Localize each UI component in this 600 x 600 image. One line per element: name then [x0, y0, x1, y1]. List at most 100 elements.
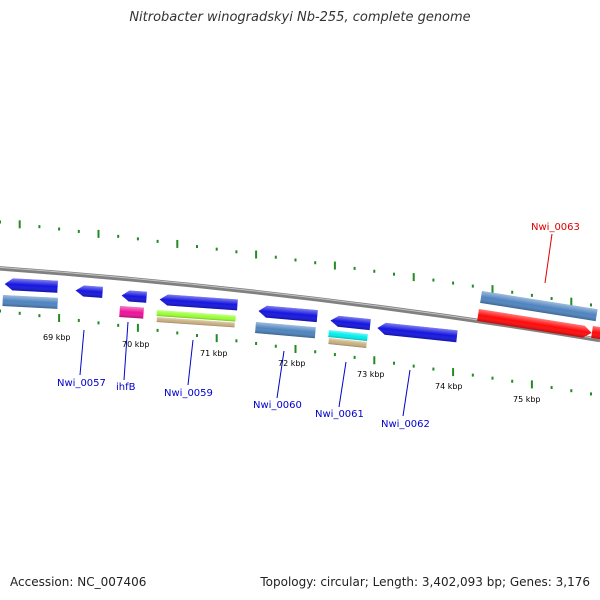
minor-tick	[58, 227, 61, 231]
scale-label: 69 kbp	[43, 333, 71, 342]
gene-labels: Nwi_0057 ihfB Nwi_0059 Nwi_0060 Nwi_0061…	[57, 222, 580, 430]
minor-tick	[235, 250, 238, 254]
major-tick	[530, 380, 533, 389]
feature-nwi-0060-shading	[258, 305, 318, 323]
map-title: Nitrobacter winogradskyi Nb-255, complet…	[129, 10, 471, 25]
feature-nwi-0061-product2[interactable]	[328, 338, 367, 348]
feature-nwi-0062-shading	[377, 322, 458, 343]
feature-nwi-0059-product2[interactable]	[156, 317, 235, 328]
minor-tick	[432, 367, 435, 371]
feature-nwi-0064[interactable]	[591, 326, 600, 340]
gene-label-nwi-0057[interactable]: Nwi_0057	[57, 378, 106, 389]
feature-nwi-0060-product-shading	[255, 322, 316, 339]
leader-line-nwi-0059	[187, 339, 194, 386]
feature-nwi-0061-product-shading	[328, 330, 368, 342]
minor-tick	[117, 323, 120, 327]
minor-tick	[136, 237, 139, 241]
scale-label: 75 kbp	[513, 395, 541, 404]
feature-nwi-0063-product[interactable]	[480, 291, 598, 322]
minor-tick	[314, 261, 317, 265]
feature-ihfb[interactable]	[121, 290, 147, 303]
minor-tick	[156, 328, 159, 332]
leader-line-nwi-0062	[402, 369, 411, 417]
feature-nwi-0061-product2-shading	[328, 338, 367, 348]
scale-label: 74 kbp	[435, 382, 463, 391]
minor-tick	[117, 234, 120, 238]
minor-tick	[215, 247, 218, 251]
major-tick	[97, 229, 100, 238]
scale-label: 72 kbp	[278, 359, 306, 368]
minor-tick	[471, 284, 474, 288]
feature-nwi-0060-product[interactable]	[255, 322, 316, 339]
minor-tick	[0, 220, 1, 224]
feature-ihfb-product[interactable]	[119, 306, 144, 319]
minor-tick	[393, 272, 395, 276]
leader-line-nwi-0063	[544, 233, 553, 284]
gene-label-nwi-0062[interactable]: Nwi_0062	[381, 419, 430, 430]
leader-line-nwi-0060	[276, 350, 285, 399]
minor-tick	[530, 293, 533, 297]
major-tick	[373, 356, 376, 365]
minor-tick	[353, 355, 356, 359]
feature-nwi-0059-product[interactable]	[156, 310, 236, 322]
feature-nwi-0056-shading	[4, 278, 58, 293]
minor-tick	[294, 258, 297, 262]
minor-tick	[412, 364, 415, 368]
minor-tick	[274, 255, 277, 259]
feature-track	[2, 278, 600, 348]
feature-nwi-0060[interactable]	[258, 305, 318, 323]
scale-label: 73 kbp	[357, 370, 385, 379]
length-text: Length: 3,402,093 bp	[372, 575, 502, 589]
feature-nwi-0056[interactable]	[4, 278, 58, 293]
feature-nwi-0056-product[interactable]	[2, 295, 58, 309]
minor-tick	[274, 344, 277, 348]
feature-nwi-0059-shading	[159, 294, 238, 311]
minor-tick	[373, 269, 376, 273]
accession-text: Accession: NC_007406	[10, 575, 147, 589]
minor-tick	[77, 229, 80, 233]
feature-nwi-0056-product-shading	[2, 295, 58, 309]
minor-tick	[393, 361, 395, 365]
minor-tick	[38, 314, 41, 318]
minor-tick	[550, 297, 553, 301]
minor-tick	[18, 311, 21, 315]
gene-label-nwi-0063[interactable]: Nwi_0063	[531, 222, 580, 233]
minor-tick	[511, 290, 514, 294]
feature-ihfb-shading	[121, 290, 147, 303]
feature-nwi-0057[interactable]	[75, 285, 103, 298]
scale-label: 71 kbp	[200, 349, 228, 358]
minor-tick	[176, 331, 179, 335]
feature-nwi-0061[interactable]	[330, 315, 371, 331]
major-tick	[176, 239, 179, 248]
minor-tick	[570, 389, 573, 393]
minor-tick	[196, 334, 198, 338]
major-tick	[333, 261, 336, 270]
feature-nwi-0062[interactable]	[377, 322, 458, 343]
minor-tick	[432, 278, 435, 282]
feature-nwi-0059[interactable]	[159, 294, 238, 311]
topology-text: Topology: circular	[260, 575, 365, 589]
gene-label-ihfb[interactable]: ihfB	[116, 382, 136, 393]
minor-tick	[590, 303, 592, 307]
scale-labels: 69 kbp 70 kbp 71 kbp 72 kbp 73 kbp 74 kb…	[43, 333, 541, 404]
feature-nwi-0063-shading	[477, 309, 592, 338]
minor-tick	[314, 350, 317, 354]
major-tick	[58, 314, 61, 323]
leader-line-nwi-0061	[338, 361, 347, 408]
minor-tick	[491, 376, 494, 380]
major-tick	[412, 273, 415, 282]
feature-nwi-0061-product[interactable]	[328, 330, 368, 342]
minor-tick	[590, 392, 592, 396]
major-tick	[215, 334, 218, 343]
major-tick	[294, 344, 297, 353]
gene-label-nwi-0060[interactable]: Nwi_0060	[253, 400, 302, 411]
gene-label-nwi-0059[interactable]: Nwi_0059	[164, 388, 213, 399]
minor-tick	[471, 373, 474, 377]
minor-tick	[511, 379, 514, 383]
minor-tick	[452, 281, 455, 285]
gene-label-nwi-0061[interactable]: Nwi_0061	[315, 409, 364, 420]
minor-tick	[550, 386, 553, 390]
feature-nwi-0063[interactable]	[477, 309, 592, 339]
feature-nwi-0059-product-shading	[156, 310, 236, 322]
